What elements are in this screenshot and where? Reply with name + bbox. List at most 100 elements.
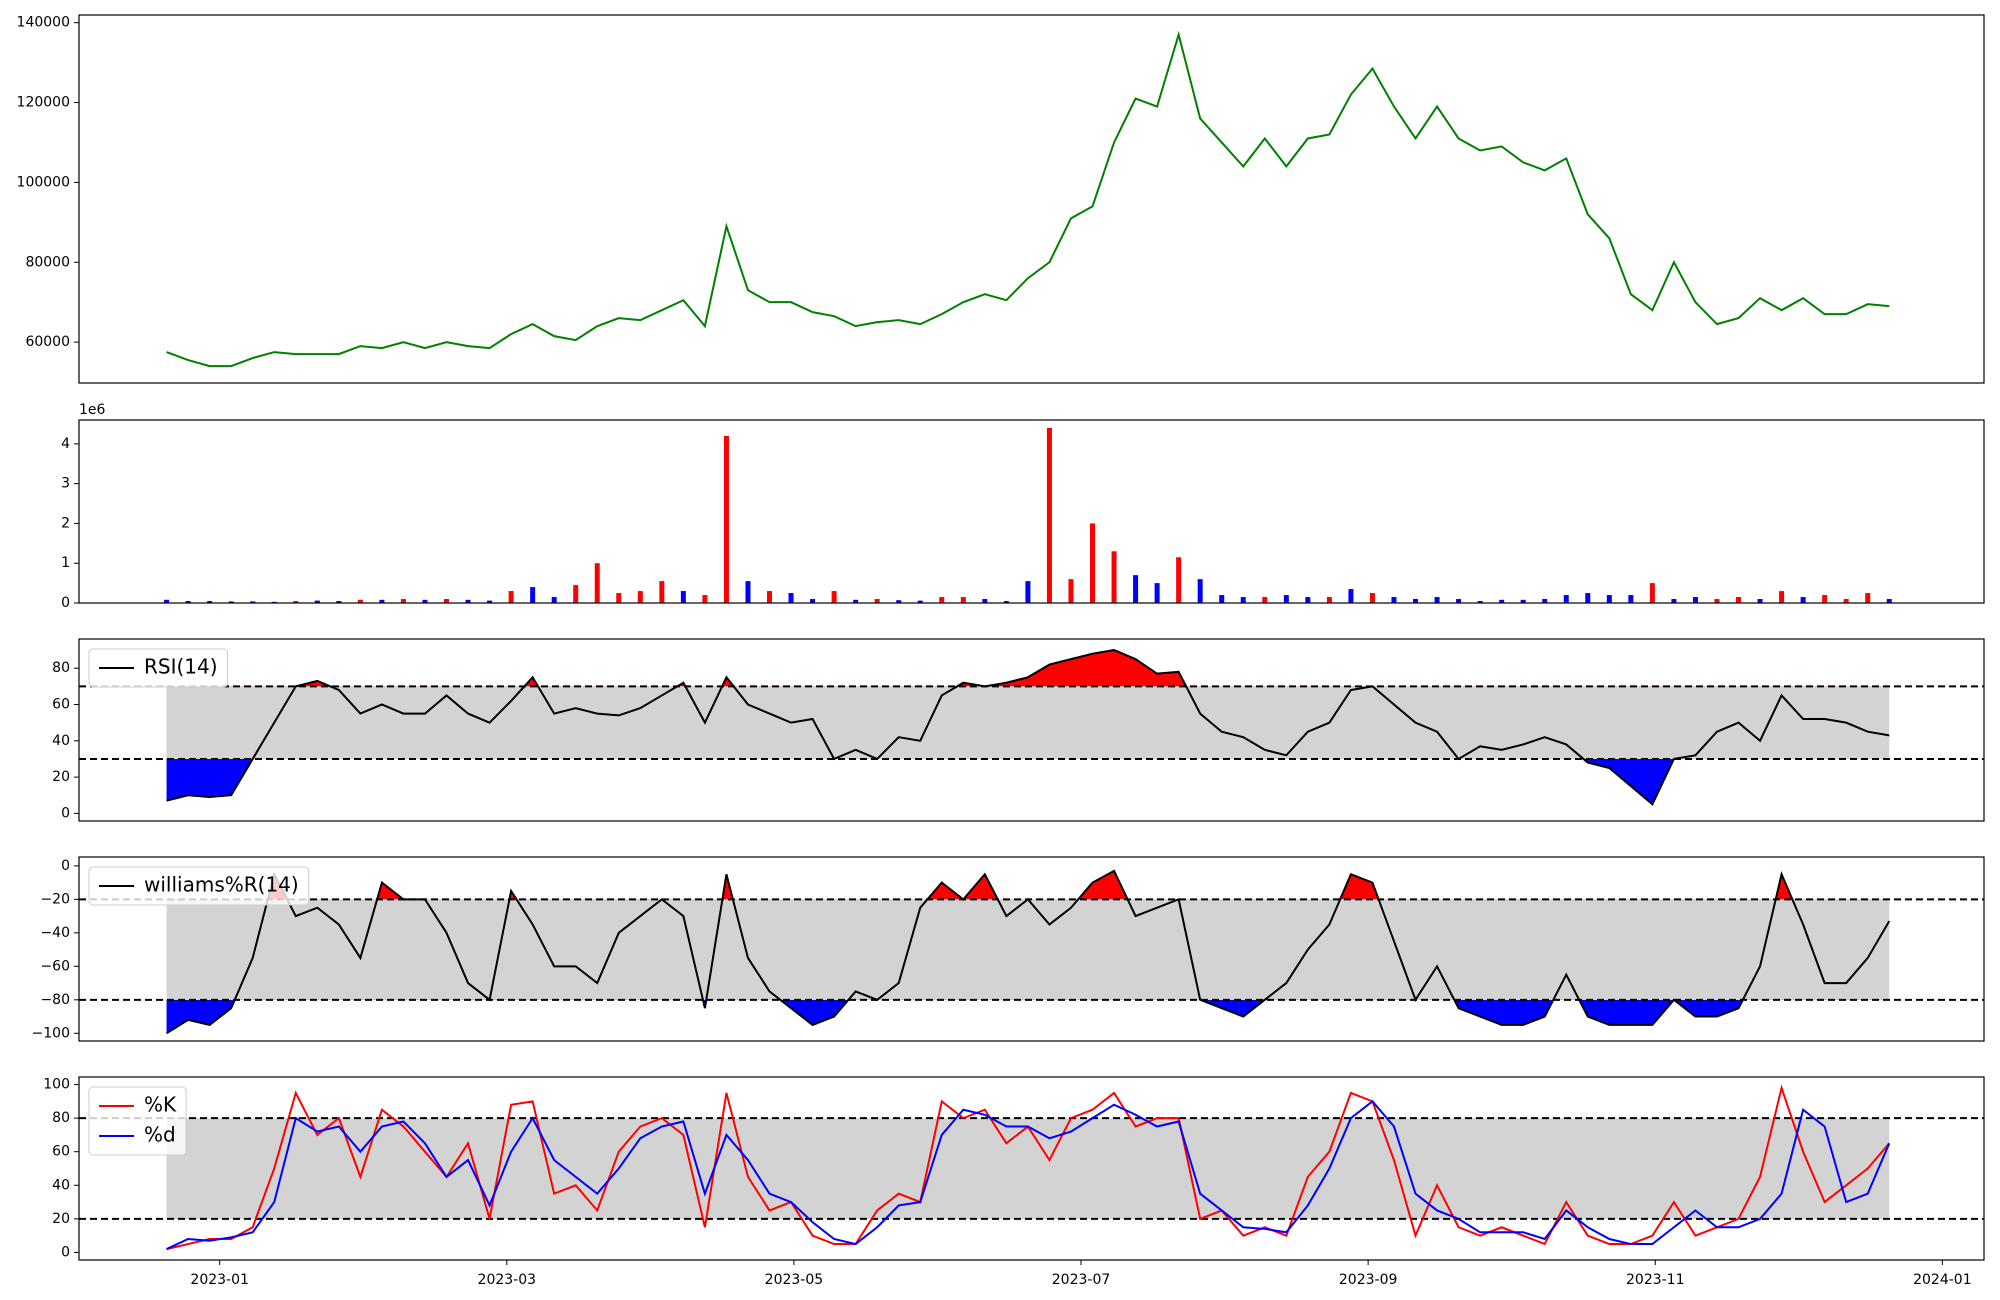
volume-bar [1628,595,1634,603]
x-tick-label: 2023-11 [1626,1272,1685,1288]
volume-bar [659,581,665,603]
y-tick-label: 2 [61,515,70,531]
y-tick-label: 80000 [25,254,70,270]
volume-bar [487,600,493,603]
volume-bar [164,599,170,603]
volume-bar [314,600,320,603]
volume-bar [1714,599,1720,603]
volume-bar [1671,599,1677,603]
y-tick-label: 140000 [17,15,70,31]
volume-bar [1413,599,1419,603]
volume-bar [917,600,923,603]
volume-bar [1176,557,1182,603]
y-tick-label: −80 [40,992,70,1008]
volume-bar [788,593,794,603]
legend-box [88,1086,187,1156]
y-tick-label: 100000 [17,174,70,190]
axes-frame [78,419,1985,604]
volume-bar [1262,597,1268,603]
x-tick-label: 2023-01 [190,1272,249,1288]
volume-bar [1240,597,1246,603]
volume-bar [336,601,342,603]
volume-bar [530,587,536,603]
volume-bar [1779,591,1785,603]
volume-bar [573,585,579,603]
legend-label: %d [144,1123,176,1147]
legend-label: RSI(14) [144,655,218,679]
volume-bar [1090,523,1096,603]
legend-box [88,648,229,688]
volume-bar [185,601,191,603]
y-tick-label: 120000 [17,95,70,111]
y-tick-label: 100 [43,1077,70,1093]
volume-bar [444,599,450,603]
volume-bar [1606,595,1612,603]
indicator-line [166,1099,1891,1250]
x-tick-label: 2023-03 [478,1272,537,1288]
y-tick-label: 60 [52,1144,70,1160]
volume-bar [1369,593,1375,603]
volume-bar [1348,589,1354,603]
volume-bar [1477,601,1483,603]
axes-frame [78,638,1985,822]
offset-label: 1e6 [79,402,106,418]
volume-bar [207,601,213,603]
volume-bar [1025,581,1031,603]
band [166,899,1890,1000]
volume-bar [1219,595,1225,603]
volume-bar [1736,597,1742,603]
y-tick-label: 60000 [25,334,70,350]
volume-bar [379,599,385,603]
volume-bar [745,581,751,603]
y-tick-label: 40 [52,1177,70,1193]
axes-frame [78,856,1985,1042]
axes-frame [78,1076,1985,1261]
y-tick-label: 20 [52,1211,70,1227]
volume-bar [1326,597,1332,603]
y-tick-label: −60 [40,958,70,974]
y-tick-label: 20 [52,769,70,785]
y-tick-label: −40 [40,925,70,941]
y-tick-label: 40 [52,733,70,749]
x-tick-label: 2023-07 [1052,1272,1111,1288]
volume-bar [228,601,234,603]
y-tick-label: 0 [61,1244,70,1260]
volume-bar [853,599,859,603]
volume-bar [1046,427,1052,603]
volume-bar [616,593,622,603]
volume-bar [939,597,945,603]
volume-bar [1154,583,1160,603]
price-line [166,30,1890,368]
volume-bar [594,563,600,603]
band [166,686,1890,759]
volume-bar [1003,601,1009,603]
y-tick-label: −20 [40,891,70,907]
volume-bar [1843,599,1849,603]
volume-bar [1068,579,1074,603]
volume-bar [1499,599,1505,603]
axes-frame [78,14,1985,384]
y-tick-label: 3 [61,476,70,492]
volume-bar [551,597,557,603]
volume-bar [1649,583,1655,603]
band [166,1118,1890,1219]
volume-bar [680,591,686,603]
y-tick-label: 0 [61,858,70,874]
volume-bar [723,435,729,603]
volume-bar [1542,599,1548,603]
volume-bar [1757,599,1763,603]
volume-bar [767,591,773,603]
volume-bar [508,591,514,603]
indicator-line [166,649,1890,806]
y-tick-label: 4 [61,436,70,452]
volume-bar [1305,597,1311,603]
y-tick-label: 80 [52,1110,70,1126]
volume-bar [1585,593,1591,603]
volume-bar [465,599,471,603]
volume-bar [1822,595,1828,603]
volume-bar [1133,575,1139,603]
volume-bar [1886,599,1892,603]
volume-bar [982,599,988,603]
volume-bar [1283,595,1289,603]
